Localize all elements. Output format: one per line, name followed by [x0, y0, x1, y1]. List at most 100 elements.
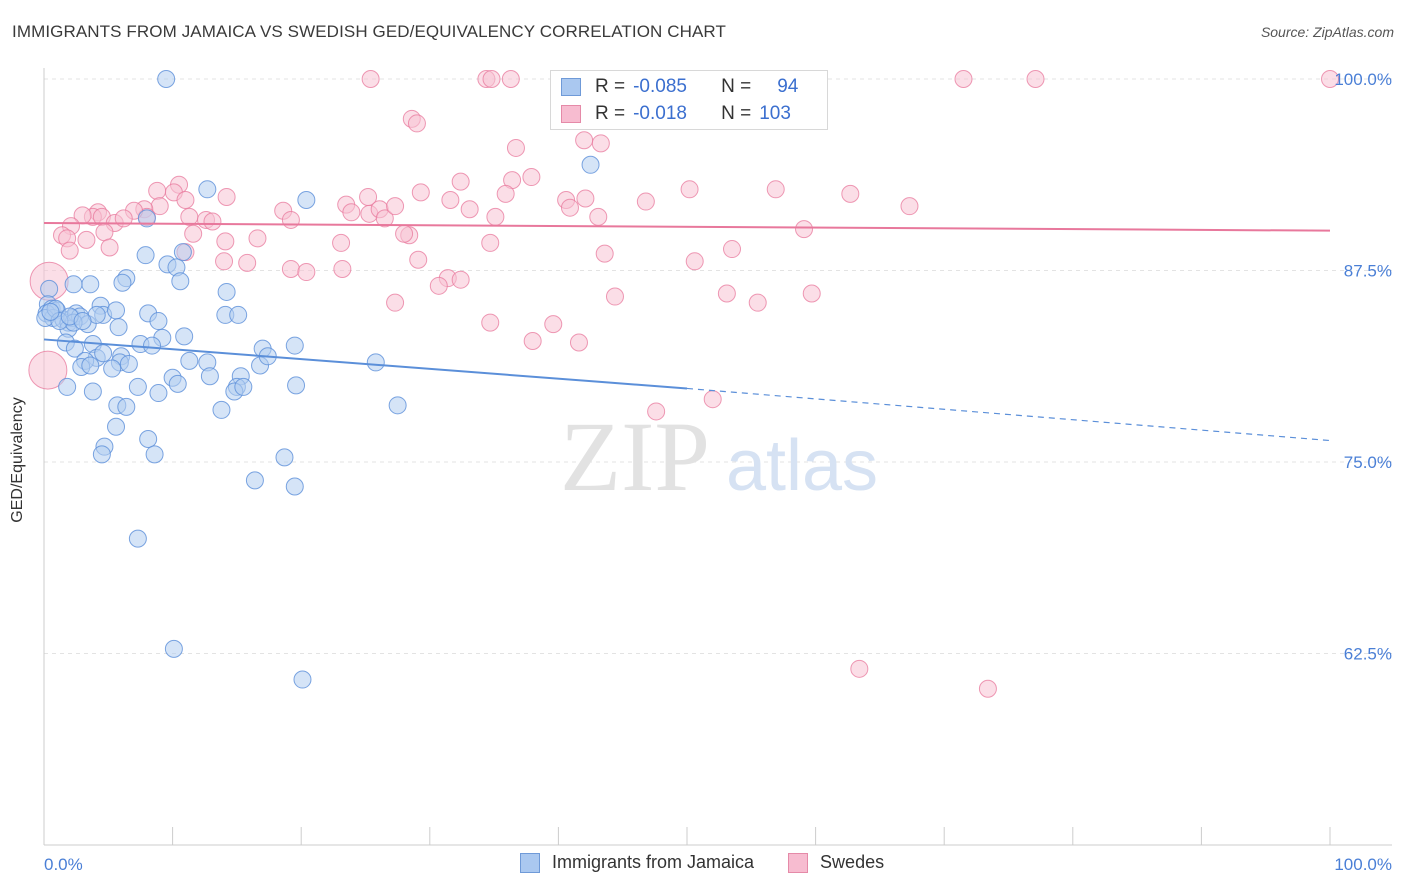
gridlines: [44, 78, 1392, 654]
point-jamaica: [117, 397, 136, 416]
point-swedes: [501, 70, 520, 88]
series-swedes: [28, 70, 1339, 698]
point-jamaica: [581, 155, 600, 174]
trend-lines: [43, 222, 1331, 442]
chart-title: IMMIGRANTS FROM JAMAICA VS SWEDISH GED/E…: [12, 22, 726, 41]
point-swedes: [680, 180, 699, 199]
point-jamaica: [139, 430, 158, 449]
point-jamaica: [175, 327, 194, 346]
point-jamaica: [107, 301, 126, 320]
point-jamaica: [297, 191, 316, 210]
point-jamaica: [285, 336, 304, 355]
point-swedes: [395, 224, 414, 243]
point-swedes: [575, 131, 594, 150]
point-swedes: [636, 192, 655, 211]
point-swedes: [569, 333, 588, 352]
point-swedes: [841, 184, 860, 203]
point-swedes: [522, 168, 541, 187]
point-swedes: [281, 210, 300, 229]
legend-r-value: -0.018: [633, 103, 687, 124]
point-jamaica: [287, 376, 306, 395]
point-jamaica: [103, 359, 122, 378]
point-jamaica: [234, 377, 253, 396]
point-swedes: [481, 313, 500, 332]
point-swedes: [333, 259, 352, 278]
point-swedes: [850, 659, 869, 678]
legend-n-value: 94: [777, 76, 799, 97]
point-swedes: [409, 250, 428, 269]
point-swedes: [685, 252, 704, 271]
point-swedes: [589, 207, 608, 226]
point-swedes: [954, 70, 973, 88]
point-swedes: [481, 233, 500, 252]
point-jamaica: [168, 374, 187, 393]
legend-r-label: R =: [595, 103, 626, 124]
legend-swatch-swedes: [788, 852, 809, 873]
point-swedes: [766, 180, 785, 199]
point-jamaica: [128, 529, 147, 548]
watermark-zip: ZIP: [560, 401, 710, 512]
point-swedes: [238, 253, 257, 272]
legend-item-swedes[interactable]: Swedes: [788, 852, 884, 873]
point-swedes: [703, 390, 722, 409]
point-swedes: [429, 276, 448, 295]
point-swedes: [900, 197, 919, 216]
point-jamaica: [107, 417, 126, 436]
legend-item-jamaica[interactable]: Immigrants from Jamaica: [520, 852, 754, 873]
y-axis-label: GED/Equivalency: [9, 397, 26, 523]
point-jamaica: [245, 471, 264, 490]
point-swedes: [248, 229, 267, 248]
y-tick-label: 100.0%: [1334, 70, 1392, 89]
point-swedes: [215, 252, 234, 271]
point-swedes: [482, 70, 501, 88]
point-swedes: [407, 114, 426, 133]
point-swedes: [361, 70, 380, 88]
point-jamaica: [119, 354, 138, 373]
point-swedes: [60, 241, 79, 260]
point-swedes: [451, 172, 470, 191]
source-label: Source: ZipAtlas.com: [1261, 24, 1394, 40]
trend-line-swedes: [43, 222, 1331, 232]
point-swedes: [496, 184, 515, 203]
point-jamaica: [285, 477, 304, 496]
point-jamaica: [145, 445, 164, 464]
point-jamaica: [128, 377, 147, 396]
legend-n-value: 103: [759, 103, 791, 124]
x-tick-label: 100.0%: [1334, 855, 1392, 874]
point-swedes: [544, 315, 563, 334]
point-swedes: [281, 259, 300, 278]
point-swedes: [795, 220, 814, 239]
point-jamaica: [81, 275, 100, 294]
legend-r-value: -0.085: [633, 76, 687, 97]
point-swedes: [802, 284, 821, 303]
legend-row-swedes: R = -0.018 N = 103: [561, 101, 791, 127]
y-tick-label: 75.0%: [1344, 453, 1392, 472]
point-swedes: [560, 198, 579, 217]
point-jamaica: [65, 339, 84, 358]
point-swedes: [591, 134, 610, 153]
legend-label-jamaica: Immigrants from Jamaica: [552, 852, 755, 872]
point-jamaica: [173, 243, 192, 262]
point-jamaica: [94, 344, 113, 363]
tick-labels: 62.5% 75.0% 87.5% 100.0% 0.0% 100.0%: [44, 70, 1392, 874]
x-tick-label: 0.0%: [44, 855, 83, 874]
point-swedes: [748, 293, 767, 312]
point-swedes: [203, 212, 222, 231]
watermark-atlas: atlas: [726, 426, 878, 506]
point-swedes: [386, 293, 405, 312]
point-swedes: [342, 203, 361, 222]
point-jamaica: [217, 282, 236, 301]
point-swedes: [217, 187, 236, 206]
point-jamaica: [40, 279, 59, 298]
point-swedes: [605, 287, 624, 306]
point-jamaica: [73, 312, 92, 331]
point-jamaica: [198, 180, 217, 199]
point-swedes: [1321, 70, 1339, 88]
point-swedes: [332, 233, 351, 252]
point-swedes: [216, 232, 235, 251]
y-tick-label: 87.5%: [1344, 262, 1392, 281]
legend-n-label: N =: [721, 103, 752, 124]
point-jamaica: [136, 246, 155, 265]
series-jamaica: [36, 70, 600, 689]
point-swedes: [486, 207, 505, 226]
